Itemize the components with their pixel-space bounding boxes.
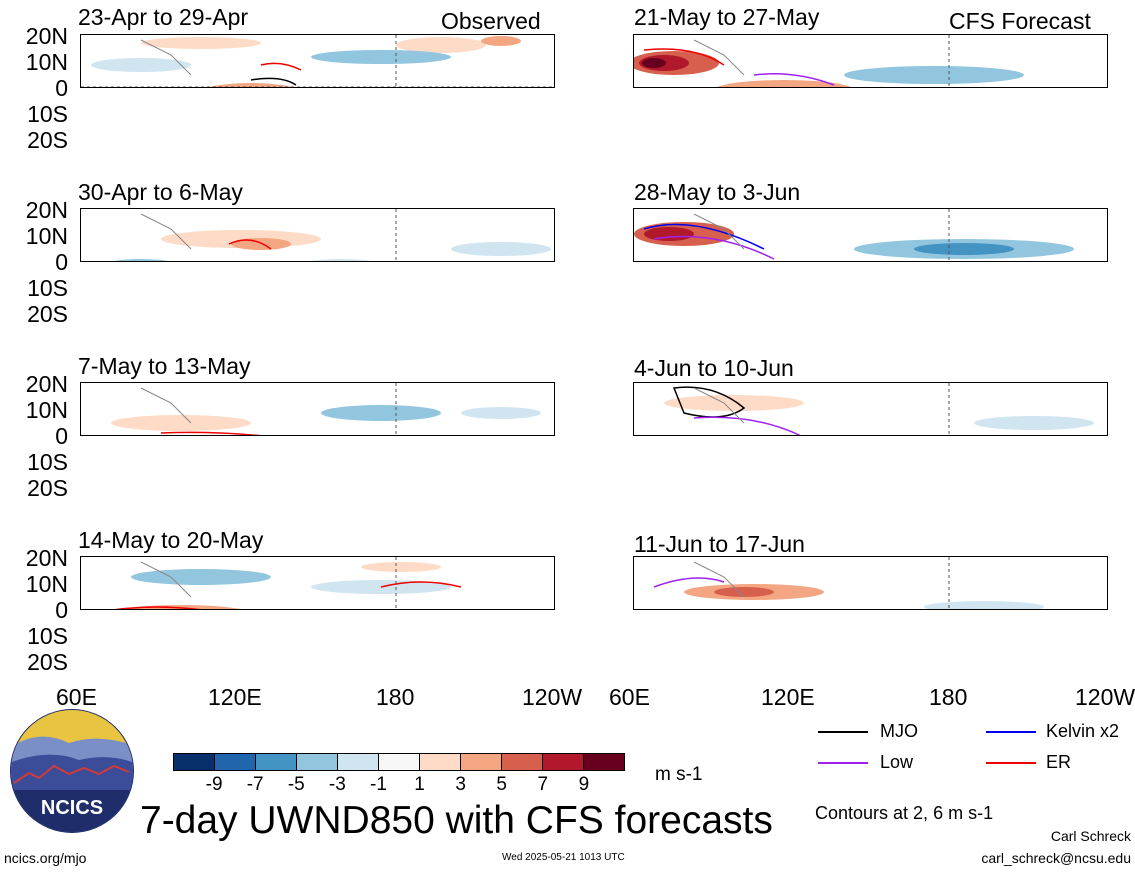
map-panel-left-2 <box>80 208 555 262</box>
lon-label: 120E <box>208 684 262 710</box>
panel-title-right-1: 21-May to 27-May <box>634 4 820 30</box>
colorbar-swatch <box>420 754 461 770</box>
colorbar-swatch <box>584 754 624 770</box>
colorbar-swatch <box>379 754 420 770</box>
legend-label-mjo: MJO <box>880 721 918 741</box>
footer-author: Carl Schreck <box>1050 828 1131 844</box>
lat-label: 20N <box>25 371 68 397</box>
legend-line-kelvin <box>986 731 1036 733</box>
lat-label: 10S <box>27 275 68 301</box>
lat-label: 10N <box>25 571 68 597</box>
colorbar-swatch <box>215 754 256 770</box>
panel-title-left-3: 7-May to 13-May <box>78 353 251 379</box>
map-panel-right-2 <box>633 208 1108 262</box>
colorbar-tick-label: 9 <box>578 774 590 795</box>
main-title: 7-day UWND850 with CFS forecasts <box>140 799 773 842</box>
lon-label: 60E <box>56 684 97 710</box>
lat-label: 0 <box>55 597 68 623</box>
lon-label: 120W <box>522 684 583 710</box>
map-panel-left-3 <box>80 382 555 436</box>
colorbar-tick-label: -7 <box>246 774 264 795</box>
lat-label: 0 <box>55 249 68 275</box>
colorbar <box>173 753 625 771</box>
map-panel-left-4 <box>80 556 555 610</box>
colorbar-tick-label: -9 <box>205 774 223 795</box>
forecast-label: CFS Forecast <box>949 8 1091 34</box>
lat-label: 10N <box>25 397 68 423</box>
map-panel-right-3 <box>633 382 1108 436</box>
lon-label: 180 <box>929 684 968 710</box>
panel-title-right-2: 28-May to 3-Jun <box>634 179 801 205</box>
lat-label: 20S <box>27 649 68 675</box>
colorbar-swatch <box>338 754 379 770</box>
colorbar-tick-label: -1 <box>370 774 387 795</box>
lon-label: 120E <box>761 684 815 710</box>
colorbar-tick-label: 3 <box>455 774 466 795</box>
colorbar-tick-label: -3 <box>328 774 346 795</box>
lat-label: 10N <box>25 49 68 75</box>
colorbar-tick-label: 7 <box>537 774 549 795</box>
lat-label: 20N <box>25 197 68 223</box>
map-panel-left-1 <box>80 34 555 88</box>
legend-line-low <box>818 762 868 764</box>
colorbar-units: m s-1 <box>655 764 703 785</box>
legend-line-mjo <box>818 731 868 733</box>
colorbar-swatch <box>502 754 543 770</box>
legend-label-er: ER <box>1046 752 1072 772</box>
panel-title-right-4: 11-Jun to 17-Jun <box>634 531 805 557</box>
colorbar-swatch <box>256 754 297 770</box>
lat-label: 20N <box>25 23 68 49</box>
map-panel-right-4 <box>633 556 1108 610</box>
legend-label-kelvin: Kelvin x2 <box>1046 721 1120 741</box>
lat-label: 10S <box>27 623 68 649</box>
lat-label: 20S <box>27 475 68 501</box>
panel-title-left-4: 14-May to 20-May <box>78 527 264 553</box>
panel-title-left-2: 30-Apr to 6-May <box>78 179 243 205</box>
colorbar-swatch <box>461 754 502 770</box>
lat-label: 10N <box>25 223 68 249</box>
colorbar-tick-label: 5 <box>496 774 507 795</box>
lon-label: 60E <box>609 684 650 710</box>
panel-title-left-1: 23-Apr to 29-Apr <box>78 4 249 30</box>
legend-label-low: Low <box>880 752 914 772</box>
footer-url: ncics.org/mjo <box>4 850 87 866</box>
lat-label: 20N <box>25 545 68 571</box>
colorbar-swatch <box>297 754 338 770</box>
footer-timestamp: Wed 2025-05-21 1013 UTC <box>502 852 625 863</box>
lat-label: 20S <box>27 127 68 153</box>
lat-label: 20S <box>27 301 68 327</box>
lat-label: 10S <box>27 101 68 127</box>
footer-email: carl_schreck@ncsu.edu <box>981 850 1131 866</box>
colorbar-swatch <box>543 754 584 770</box>
map-panel-right-1 <box>633 34 1108 88</box>
observed-label: Observed <box>441 8 541 34</box>
colorbar-swatch <box>174 754 215 770</box>
lon-label: 120W <box>1075 684 1135 710</box>
lat-label: 10S <box>27 449 68 475</box>
lat-label: 0 <box>55 423 68 449</box>
lon-label: 180 <box>376 684 415 710</box>
logo-text: NCICS <box>41 797 103 819</box>
legend-line-er <box>986 762 1036 764</box>
ncics-logo: NCICS <box>9 708 135 834</box>
colorbar-tick-label: 1 <box>414 774 425 795</box>
colorbar-tick-label: -5 <box>287 774 305 795</box>
contours-note: Contours at 2, 6 m s-1 <box>815 803 994 823</box>
lat-label: 0 <box>55 75 68 101</box>
panel-title-right-3: 4-Jun to 10-Jun <box>634 355 794 381</box>
